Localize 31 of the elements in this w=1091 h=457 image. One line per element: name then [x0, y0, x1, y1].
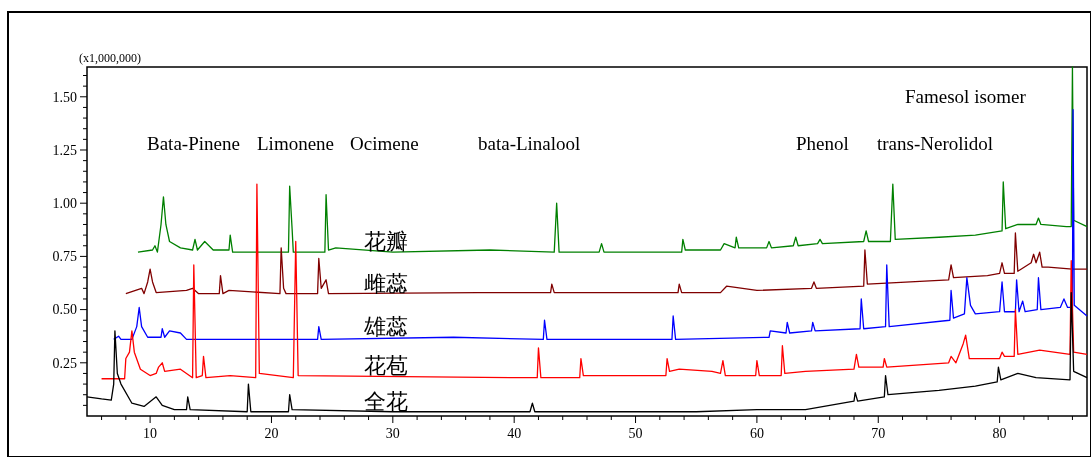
x-tick-label: 60 — [749, 426, 764, 441]
annotation: trans-Nerolidol — [877, 133, 994, 154]
annotation: Limonene — [257, 133, 335, 154]
annotation: Ocimene — [350, 133, 419, 154]
line-series — [125, 232, 1088, 295]
line-series — [100, 183, 1088, 380]
series-label: 花苞 — [363, 352, 408, 378]
annotation: bata-Linalool — [478, 133, 581, 154]
y-tick-label: 0.75 — [52, 249, 77, 265]
series-label: 雄蕊 — [362, 314, 408, 340]
y-tick-label: 0.25 — [52, 355, 77, 371]
x-tick-label: 70 — [871, 426, 886, 441]
annotation: Bata-Pinene — [147, 133, 240, 154]
y-tick-label: 1.00 — [52, 196, 77, 212]
y-axis-title: (x1,000,000) — [79, 51, 141, 65]
y-tick-label: 0.50 — [52, 302, 77, 318]
line-series — [113, 108, 1088, 341]
x-tick-label: 80 — [992, 426, 1007, 441]
y-tick-label: 1.50 — [52, 89, 77, 105]
series-label: 雌蕊 — [363, 270, 408, 296]
x-tick-label: 50 — [628, 426, 643, 441]
x-tick-label: 20 — [264, 426, 279, 441]
x-tick-label: 30 — [385, 426, 400, 441]
line-series — [137, 66, 1088, 253]
series-label: 花瓣 — [363, 229, 408, 255]
annotation: Phenol — [796, 133, 849, 154]
annotation: Famesol isomer — [905, 86, 1027, 107]
x-tick-label: 10 — [143, 426, 158, 441]
y-tick-label: 1.25 — [52, 142, 77, 158]
series-label: 全花 — [363, 388, 408, 414]
x-tick-label: 40 — [507, 426, 522, 441]
